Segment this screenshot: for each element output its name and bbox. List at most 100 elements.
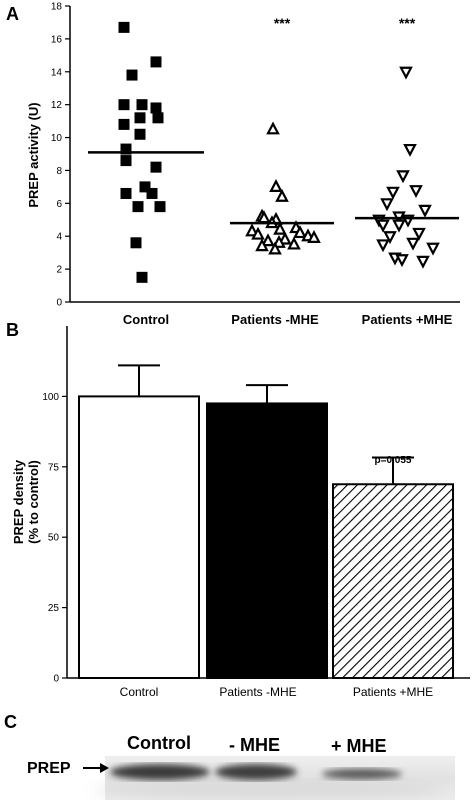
panel-a-point-control: [136, 271, 148, 283]
panel-a-point-patients-mhe: [269, 179, 283, 192]
panel-c-western-blot: Control - MHE + MHE PREP: [27, 733, 455, 800]
panel-c-letter: C: [4, 712, 17, 732]
blot-row-label: PREP: [27, 760, 71, 777]
arrow-right-icon: [83, 763, 109, 773]
panel-a-point-patients-mhe: [287, 236, 301, 250]
panel-b-bar-patients-mhe: [332, 483, 454, 679]
panel-a-point-patients-mhe: [307, 230, 321, 243]
panel-a-y-tick-label: 4: [56, 232, 62, 243]
panel-a-point-patients-mhe: [261, 233, 275, 247]
panel-b-letter: B: [6, 320, 19, 340]
panel-a-point-patients-mhe: [268, 241, 282, 255]
panel-a-point-patients-mhe: [399, 66, 413, 80]
panel-b-bar-chart: 0 25 50 75 100 p=0.055 Control Patients -MHE P…: [11, 326, 470, 699]
panel-a-y-tick-label: 0: [56, 298, 62, 309]
panel-a-point-control: [150, 56, 162, 68]
panel-a-y-tick-label: 2: [56, 265, 62, 276]
panel-a-point-control: [136, 99, 148, 111]
panel-a-significance: *** ***: [274, 15, 416, 31]
panel-a-y-axis-title: PREP activity (U): [26, 102, 41, 207]
panel-b-y-axis-title-line2: (% to control): [26, 460, 41, 544]
panel-a-significance-patients-mhe: ***: [399, 15, 416, 31]
panel-b-category-label: Patients -MHE: [219, 685, 296, 699]
panel-a-scatter-chart: 0 2 4 6 8 10 12 14 16 18 *** *** Control Patients -…: [26, 2, 460, 327]
panel-b-annotation-patients-mhe: p=0.055: [375, 455, 412, 466]
panel-a-point-control: [150, 161, 162, 173]
panel-a-point-patients-mhe: [376, 239, 390, 253]
blot-lane-label-plus-mhe: + MHE: [331, 736, 387, 756]
panel-b-categories: Control Patients -MHE Patients +MHE: [120, 685, 434, 699]
panel-a-point-patients-mhe: [403, 143, 417, 157]
panel-a-point-control: [118, 21, 130, 33]
panel-a-point-control: [150, 102, 162, 114]
panel-a-category-label: Patients -MHE: [231, 312, 319, 327]
panel-a-point-patients-mhe: [278, 231, 292, 245]
panel-a-point-patients-mhe: [412, 227, 426, 241]
blot-band-control: [110, 764, 210, 780]
panel-b-category-label: Patients +MHE: [353, 685, 433, 699]
blot-band-plus-mhe: [322, 768, 402, 780]
panel-a-point-patients-mhe: [395, 254, 409, 268]
panel-a-point-patients-mhe: [293, 225, 307, 239]
panel-a-y-ticks: 0 2 4 6 8 10 12 14 16 18: [51, 2, 70, 309]
panel-a-point-patients-mhe: [245, 223, 259, 237]
panel-a-point-control: [146, 187, 158, 199]
panel-a-point-control: [134, 112, 146, 124]
panel-b-annotations: p=0.055: [375, 455, 412, 466]
panel-a-point-patients-mhe: [383, 231, 397, 245]
panel-b-y-ticks: 0 25 50 75 100: [42, 392, 67, 685]
blot-background-smear: [95, 780, 445, 800]
panel-a-point-control: [126, 69, 138, 81]
panel-a-significance-patients-mhe: ***: [274, 15, 291, 31]
panel-a-point-patients-mhe: [255, 238, 269, 252]
panel-a-y-tick-label: 16: [51, 34, 63, 45]
panel-a-category-label: Patients +MHE: [362, 312, 453, 327]
blot-lane-label-control: Control: [127, 733, 191, 753]
panel-a-y-tick-label: 14: [51, 67, 63, 78]
panel-a-point-patients-mhe: [275, 188, 289, 202]
panel-a-categories: Control Patients -MHE Patients +MHE: [123, 312, 453, 327]
panel-a-point-control: [120, 143, 132, 155]
panel-a-point-control: [118, 118, 130, 130]
panel-a-point-control: [134, 128, 146, 140]
panel-b-category-label: Control: [120, 685, 159, 699]
panel-a-point-patients-mhe: [380, 198, 394, 212]
panel-a-y-tick-label: 10: [51, 133, 63, 144]
panel-a-point-patients-mhe: [396, 170, 410, 184]
panel-a-point-patients-mhe: [406, 237, 420, 251]
panel-b-y-axis-title: PREP density (% to control): [11, 459, 41, 544]
panel-a-point-patients-mhe: [273, 221, 287, 235]
panel-b-y-axis-title-line1: PREP density: [11, 459, 26, 544]
panel-a-mean-lines: [88, 151, 459, 225]
panel-a-point-control: [118, 99, 130, 111]
panel-a-point-control: [152, 112, 164, 124]
panel-b-y-tick-label: 75: [48, 462, 60, 473]
panel-a-point-control: [120, 187, 132, 199]
panel-a-point-control: [120, 155, 132, 167]
panel-a-letter: A: [6, 4, 19, 24]
panel-a-point-patients-mhe: [418, 204, 432, 218]
panel-a-point-patients-mhe: [416, 255, 430, 269]
panel-a-y-tick-label: 18: [51, 2, 63, 13]
panel-a-point-control: [139, 181, 151, 193]
panel-b-y-tick-label: 100: [42, 392, 59, 403]
panel-a-y-tick-label: 6: [56, 199, 62, 210]
panel-a-point-control: [130, 237, 142, 249]
panel-a-y-tick-label: 12: [51, 100, 63, 111]
panel-b-y-tick-label: 50: [48, 533, 60, 544]
panel-a-point-patients-mhe: [392, 219, 406, 233]
panel-a-point-control: [132, 201, 144, 213]
panel-a-point-patients-mhe: [409, 185, 423, 199]
panel-b-bars: [78, 364, 454, 679]
panel-b-bar-control: [78, 395, 200, 679]
panel-a-point-patients-mhe: [426, 242, 440, 256]
panel-a-point-patients-mhe: [251, 226, 265, 240]
blot-lane-label-minus-mhe: - MHE: [229, 735, 280, 755]
panel-a-point-control: [154, 201, 166, 213]
panel-a-point-patients-mhe: [386, 186, 400, 200]
panel-a-point-patients-mhe: [266, 121, 280, 135]
panel-a-category-label: Control: [123, 312, 169, 327]
panel-b-y-tick-label: 0: [53, 674, 59, 685]
panel-a-y-tick-label: 8: [56, 166, 62, 177]
